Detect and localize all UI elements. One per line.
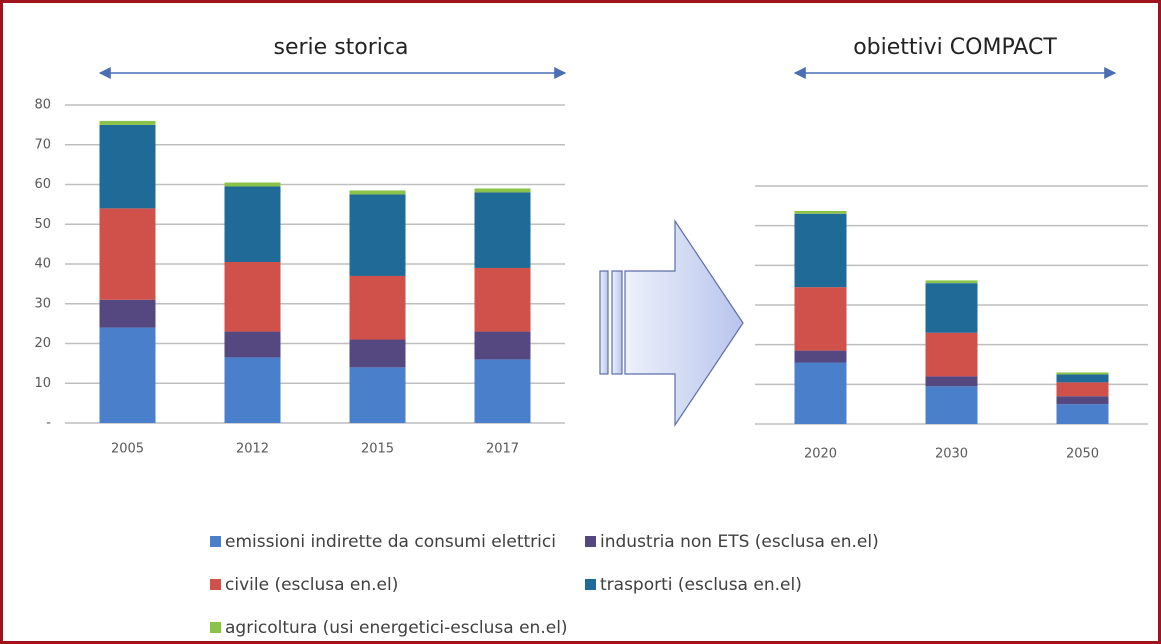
y-tick-label: 40 bbox=[34, 257, 51, 272]
legend-label: emissioni indirette da consumi elettrici bbox=[225, 532, 556, 552]
bar-segment bbox=[99, 208, 156, 300]
chart-title: obiettivi COMPACT bbox=[853, 35, 1057, 60]
bar-segment bbox=[349, 367, 406, 423]
legend-swatch bbox=[210, 536, 221, 547]
bar-segment bbox=[349, 275, 406, 340]
bar-segment bbox=[1056, 382, 1109, 397]
bar-segment bbox=[925, 386, 978, 424]
chart-title: serie storica bbox=[274, 35, 409, 60]
y-tick-label: 80 bbox=[34, 98, 51, 113]
bar-segment bbox=[349, 339, 406, 368]
legend-label: industria non ETS (esclusa en.el) bbox=[600, 532, 879, 552]
bar-segment bbox=[794, 210, 847, 214]
y-tick-label: 30 bbox=[34, 296, 51, 311]
x-tick-label: 2017 bbox=[486, 442, 519, 457]
legend-swatch bbox=[210, 622, 221, 633]
x-tick-label: 2050 bbox=[1066, 447, 1099, 462]
bar-segment bbox=[474, 188, 531, 193]
legend-label: trasporti (esclusa en.el) bbox=[600, 575, 802, 595]
bar-segment bbox=[224, 262, 281, 332]
y-tick-label: 70 bbox=[34, 137, 51, 152]
bar-segment bbox=[224, 182, 281, 187]
transition-arrow bbox=[599, 219, 744, 427]
bar-segment bbox=[99, 124, 156, 209]
bar-segment bbox=[1056, 374, 1109, 383]
bar-segment bbox=[925, 283, 978, 333]
bar-segment bbox=[794, 287, 847, 351]
legend-swatch bbox=[210, 579, 221, 590]
x-tick-label: 2020 bbox=[804, 447, 837, 462]
bar-segment bbox=[925, 376, 978, 387]
bar-segment bbox=[99, 299, 156, 328]
y-tick-label: 20 bbox=[34, 336, 51, 351]
y-tick-label: - bbox=[46, 416, 51, 431]
y-tick-label: 50 bbox=[34, 217, 51, 232]
bar-segment bbox=[224, 331, 281, 358]
bar-segment bbox=[925, 332, 978, 377]
legend-label: agricoltura (usi energetici-esclusa en.e… bbox=[225, 618, 568, 638]
bar-segment bbox=[349, 194, 406, 276]
legend-swatch bbox=[585, 536, 596, 547]
bar-segment bbox=[1056, 396, 1109, 405]
bar-segment bbox=[925, 280, 978, 284]
bar-segment bbox=[474, 331, 531, 360]
bar-segment bbox=[99, 327, 156, 423]
bar-segment bbox=[224, 186, 281, 263]
bar-segment bbox=[474, 359, 531, 423]
bar-segment bbox=[794, 350, 847, 363]
bar-segment bbox=[474, 267, 531, 332]
bar-segment bbox=[224, 357, 281, 423]
y-tick-label: 10 bbox=[34, 376, 51, 391]
bar-segment bbox=[1056, 372, 1109, 375]
bar-segment bbox=[794, 213, 847, 288]
legend-swatch bbox=[585, 579, 596, 590]
bar-segment bbox=[349, 190, 406, 195]
bar-segment bbox=[794, 362, 847, 424]
x-tick-label: 2012 bbox=[236, 442, 269, 457]
bar-segment bbox=[99, 120, 156, 125]
bar-segment bbox=[1056, 404, 1109, 424]
x-tick-label: 2030 bbox=[935, 447, 968, 462]
y-tick-label: 60 bbox=[34, 177, 51, 192]
x-tick-label: 2015 bbox=[361, 442, 394, 457]
legend-label: civile (esclusa en.el) bbox=[225, 575, 398, 595]
bar-segment bbox=[474, 192, 531, 268]
x-tick-label: 2005 bbox=[111, 442, 144, 457]
